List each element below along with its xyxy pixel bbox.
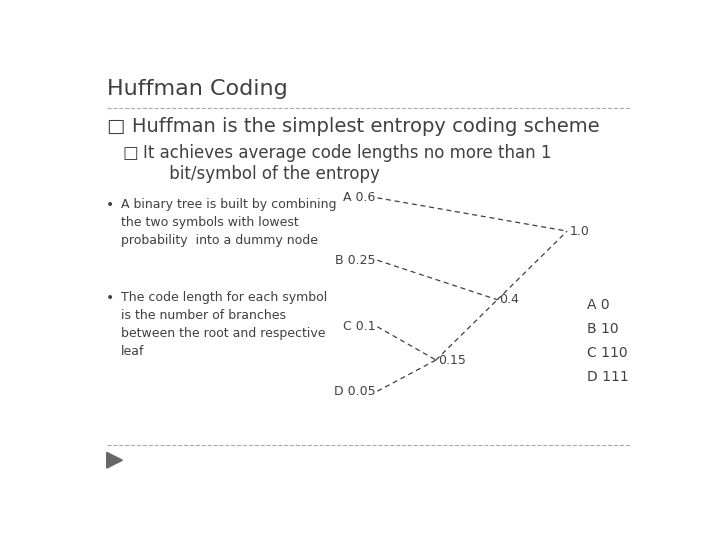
Text: •: •: [106, 198, 114, 212]
Text: D 0.05: D 0.05: [333, 384, 375, 397]
Text: C 0.1: C 0.1: [343, 320, 375, 333]
Text: •: •: [106, 292, 114, 306]
Polygon shape: [107, 453, 122, 468]
Text: B 10: B 10: [587, 322, 618, 336]
Text: B 0.25: B 0.25: [335, 254, 375, 267]
Text: 0.15: 0.15: [438, 354, 466, 367]
Text: □: □: [124, 144, 145, 162]
Text: Huffman Coding: Huffman Coding: [107, 79, 287, 99]
Text: 0.4: 0.4: [500, 293, 519, 306]
Text: D 111: D 111: [587, 370, 629, 384]
Text: □: □: [107, 117, 131, 136]
Text: The code length for each symbol
is the number of branches
between the root and r: The code length for each symbol is the n…: [121, 292, 327, 359]
Text: 1.0: 1.0: [570, 225, 589, 238]
Text: It achieves average code lengths no more than 1
     bit/symbol of the entropy: It achieves average code lengths no more…: [143, 144, 552, 183]
Text: A 0.6: A 0.6: [343, 191, 375, 204]
Text: A binary tree is built by combining
the two symbols with lowest
probability  int: A binary tree is built by combining the …: [121, 198, 336, 247]
Text: C 110: C 110: [587, 346, 627, 360]
Text: Huffman is the simplest entropy coding scheme: Huffman is the simplest entropy coding s…: [132, 117, 600, 136]
Text: A 0: A 0: [587, 298, 609, 312]
